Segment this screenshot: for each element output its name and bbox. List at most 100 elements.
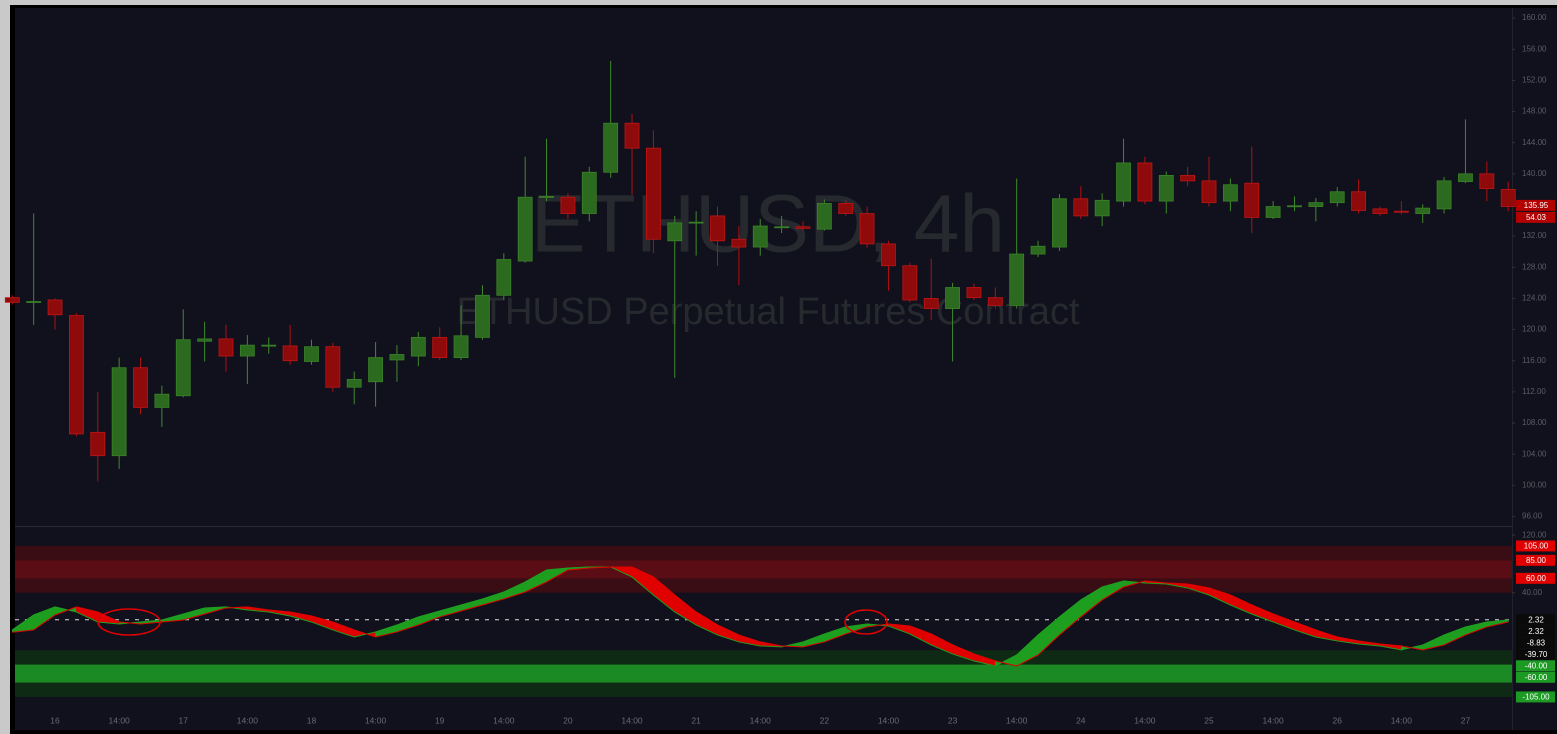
- candle-body: [603, 122, 619, 173]
- candle-body: [688, 221, 704, 224]
- candle-body: [325, 346, 341, 388]
- candle-body: [624, 122, 640, 149]
- chart-background: [15, 8, 1557, 730]
- price-tag: [1516, 554, 1555, 566]
- candle-body: [368, 357, 383, 383]
- price-tag: [1516, 671, 1555, 683]
- price-tag-label: 85.00: [1526, 556, 1547, 565]
- candle-body: [667, 222, 683, 242]
- price-tag: [1516, 625, 1555, 637]
- x-tick-label: 21: [691, 715, 701, 725]
- y-tick-label: 96.00: [1522, 512, 1543, 521]
- candle-body: [1287, 205, 1302, 208]
- candle-body: [69, 315, 84, 435]
- candle-body: [1158, 175, 1174, 202]
- price-tag-label: -39.70: [1525, 650, 1548, 659]
- x-tick-label: 24: [1076, 715, 1086, 725]
- candle-body: [1244, 182, 1260, 218]
- x-tick-label: 14:00: [1006, 715, 1028, 725]
- candle-body: [581, 171, 597, 214]
- price-tag: [1516, 540, 1555, 552]
- candle-body: [1329, 191, 1345, 204]
- x-tick-label: 25: [1204, 715, 1214, 725]
- y-tick-label: 120.00: [1522, 530, 1547, 539]
- x-tick-label: 14:00: [1134, 715, 1156, 725]
- y-tick-label: 128.00: [1522, 262, 1547, 271]
- candle-body: [197, 338, 213, 342]
- y-tick-label: 120.00: [1522, 325, 1547, 334]
- x-tick-label: 14:00: [109, 715, 131, 725]
- candle-body: [389, 354, 405, 361]
- x-tick-label: 26: [1333, 715, 1343, 725]
- candle-body: [26, 301, 42, 303]
- x-tick-label: 14:00: [621, 715, 643, 725]
- price-tag-label: 105.00: [1524, 542, 1549, 551]
- candle-body: [1458, 173, 1473, 183]
- watermark-title: ETHUSD, 4h: [531, 179, 1005, 270]
- price-tag-label: -40.00: [1525, 661, 1548, 670]
- x-tick-label: 27: [1461, 715, 1471, 725]
- candle-body: [881, 243, 896, 267]
- y-tick-label: 124.00: [1522, 294, 1547, 303]
- y-tick-label: 108.00: [1522, 418, 1547, 427]
- x-tick-label: 14:00: [750, 715, 772, 725]
- candle-body: [859, 213, 875, 245]
- oscillator-line: [12, 566, 1509, 667]
- y-tick-label: 160.00: [1522, 13, 1547, 22]
- price-tag: [1516, 199, 1555, 211]
- candle-body: [1052, 198, 1067, 248]
- candle-body: [795, 226, 811, 229]
- candle-body: [1479, 173, 1495, 190]
- x-tick-label: 14:00: [1262, 715, 1284, 725]
- price-tag-label: 2.32: [1528, 627, 1544, 636]
- candle-body: [453, 335, 469, 358]
- candle-body: [710, 215, 725, 242]
- candle-body: [1222, 184, 1238, 202]
- candle-body: [1201, 180, 1217, 204]
- candle-body: [966, 287, 982, 299]
- candle-body: [1116, 162, 1131, 202]
- marks: 160.00156.00152.00148.00144.00140.00136.…: [4, 13, 1555, 725]
- x-tick-label: 17: [179, 715, 189, 725]
- candle-body: [1372, 208, 1388, 214]
- candle-body: [175, 339, 191, 397]
- price-tag-label: -105.00: [1522, 693, 1550, 702]
- candle-body: [902, 265, 918, 301]
- candle-body: [47, 299, 63, 316]
- candle-body: [1073, 198, 1089, 217]
- y-tick-label: 116.00: [1522, 356, 1546, 365]
- y-tick-label: 104.00: [1522, 449, 1547, 458]
- candle-body: [1009, 253, 1025, 306]
- price-tag-label: -60.00: [1525, 673, 1548, 682]
- candle-body: [346, 378, 362, 388]
- x-tick-label: 16: [50, 715, 60, 725]
- x-tick-label: 20: [563, 715, 573, 725]
- candle-body: [154, 393, 170, 408]
- x-tick-label: 14:00: [878, 715, 900, 725]
- annotation-circle: [844, 609, 888, 635]
- candle-body: [496, 259, 512, 296]
- price-tag-label: 135.95: [1524, 201, 1549, 210]
- candle-body: [239, 344, 255, 357]
- y-tick-label: 132.00: [1522, 231, 1547, 240]
- candle-body: [539, 196, 554, 198]
- candle-body: [1351, 191, 1367, 211]
- candle-body: [432, 336, 448, 358]
- candle-body: [987, 297, 1003, 306]
- candle-body: [923, 298, 939, 309]
- price-tag: [1516, 614, 1555, 626]
- candle-body: [816, 203, 832, 230]
- candle-body: [731, 238, 747, 248]
- y-tick-label: 140.00: [1522, 169, 1547, 178]
- watermark-subtitle: ETHUSD Perpetual Futures Contract: [456, 291, 1079, 333]
- candle-body: [475, 294, 490, 338]
- x-tick-label: 14:00: [493, 715, 515, 725]
- candle-body: [752, 225, 768, 248]
- candle-body: [1308, 202, 1324, 207]
- candle-body: [410, 336, 426, 357]
- candle-body: [282, 345, 298, 362]
- price-tag-label: 54.03: [1526, 213, 1547, 222]
- y-tick-label: 40.00: [1522, 588, 1543, 597]
- candle-body: [774, 226, 790, 229]
- candle-body: [1436, 180, 1452, 210]
